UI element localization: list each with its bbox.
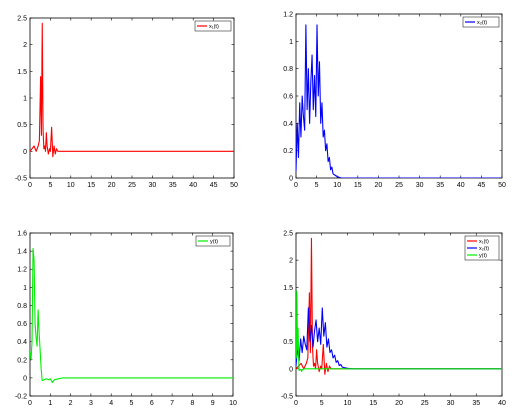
y-tick-label: 1 [23,285,27,292]
x-tick-label: 45 [478,182,486,189]
y-tick-label: 0.2 [17,357,27,364]
x-tick-label: 9 [211,400,215,407]
legend-label: x₁(t) [479,239,489,245]
plot-x2: 0 5 10 15 20 25 30 35 40 45 50 0 0.2 0.4 0.6 0.8 1 1.2 x₂(… [283,12,506,190]
x-tick-label: 8 [190,400,194,407]
series-line [296,290,502,373]
x-tick-label: 10 [344,400,352,407]
y-tick-label: 2.5 [17,16,27,23]
y-tick-label: 0.6 [17,321,27,328]
x-tick-label: 20 [108,182,116,189]
y-tick-label: 2.5 [283,231,293,238]
x-tick-label: 15 [354,182,362,189]
x-tick-label: 0 [28,182,32,189]
y-tick-label: 0.5 [283,339,293,346]
y-tick-label: 0.8 [17,303,27,310]
plot-area-frame [29,17,235,179]
x-tick-label: 50 [230,182,238,189]
x-tick-label: 5 [130,400,134,407]
y-tick-label: 0.5 [17,122,27,129]
x-tick-label: 30 [149,182,157,189]
x-tick-label: 5 [320,400,324,407]
x-tick-label: 25 [128,182,136,189]
x-tick-label: 6 [150,400,154,407]
series-line [296,24,502,178]
y-tick-label: 0 [289,176,293,183]
x-tick-label: 35 [436,182,444,189]
y-tick-label: 1.2 [283,12,293,19]
x-tick-label: 20 [375,182,383,189]
y-tick-label: 0 [23,149,27,156]
legend-label: y(t) [210,239,218,245]
legend-box [195,235,231,247]
y-tick-label: 0.2 [283,148,293,155]
x-tick-label: 50 [498,182,506,189]
x-tick-label: 1 [48,400,52,407]
y-tick-label: 0 [23,375,27,382]
x-tick-label: 25 [395,182,403,189]
y-tick-label: -0.5 [281,394,293,401]
y-tick-label: 0.4 [17,339,27,346]
x-tick-label: 4 [109,400,113,407]
x-tick-label: 5 [315,182,319,189]
x-tick-label: 5 [48,182,52,189]
plot-x1: 0 5 10 15 20 25 30 35 40 45 50-0.500.511.522.5x₁(t… [15,16,238,190]
x-tick-label: 45 [210,182,218,189]
y-tick-label: 2 [289,258,293,265]
x-tick-label: 25 [421,400,429,407]
x-tick-label: 3 [89,400,93,407]
x-tick-label: 35 [472,400,480,407]
legend-label: y(t) [479,253,487,259]
y-tick-label: 1 [23,96,27,103]
series-line [30,22,234,158]
y-tick-label: 0.6 [283,94,293,101]
x-tick-label: 40 [189,182,197,189]
y-tick-label: 0.4 [283,121,293,128]
y-tick-label: 1.5 [17,69,27,76]
x-tick-label: 0 [28,400,32,407]
legend-label: x₂(t) [479,246,489,252]
x-tick-label: 10 [333,182,341,189]
legend-label: x₁(t) [209,24,219,30]
y-tick-label: 1.6 [17,231,27,238]
x-tick-label: 30 [416,182,424,189]
y-tick-label: -0.2 [15,394,27,401]
y-tick-label: 2 [23,42,27,49]
x-tick-label: 40 [457,182,465,189]
y-tick-label: 0.8 [283,66,293,73]
plot-area-frame [29,232,234,397]
series-line [30,247,233,383]
y-tick-label: 1 [289,312,293,319]
y-tick-label: -0.5 [15,176,27,183]
x-tick-label: 2 [69,400,73,407]
legend-box [194,20,232,32]
legend-label: x₂(t) [477,20,487,26]
plot-y: 0 1 2 3 4 5 6 7 8 9 10-0.200.20.40.60.811.21.41.6y… [15,231,237,408]
legend-box [462,16,500,28]
x-tick-label: 20 [395,400,403,407]
plot-combined: 0 5 10 15 20 25 30 35 40-0.500.511.522.5x₁(t)x₂(… [281,231,506,408]
x-tick-label: 35 [169,182,177,189]
x-tick-label: 10 [67,182,75,189]
x-tick-label: 15 [369,400,377,407]
y-tick-label: 1.2 [17,267,27,274]
x-tick-label: 30 [447,400,455,407]
y-tick-label: 0 [289,366,293,373]
y-tick-label: 1 [289,39,293,46]
x-tick-label: 15 [87,182,95,189]
y-tick-label: 1.4 [17,249,27,256]
x-tick-label: 0 [294,400,298,407]
plot-area-frame [295,13,503,179]
x-tick-label: 10 [229,400,237,407]
y-tick-label: 1.5 [283,285,293,292]
x-tick-label: 0 [294,182,298,189]
x-tick-label: 7 [170,400,174,407]
series-line [296,307,502,370]
x-tick-label: 40 [498,400,506,407]
